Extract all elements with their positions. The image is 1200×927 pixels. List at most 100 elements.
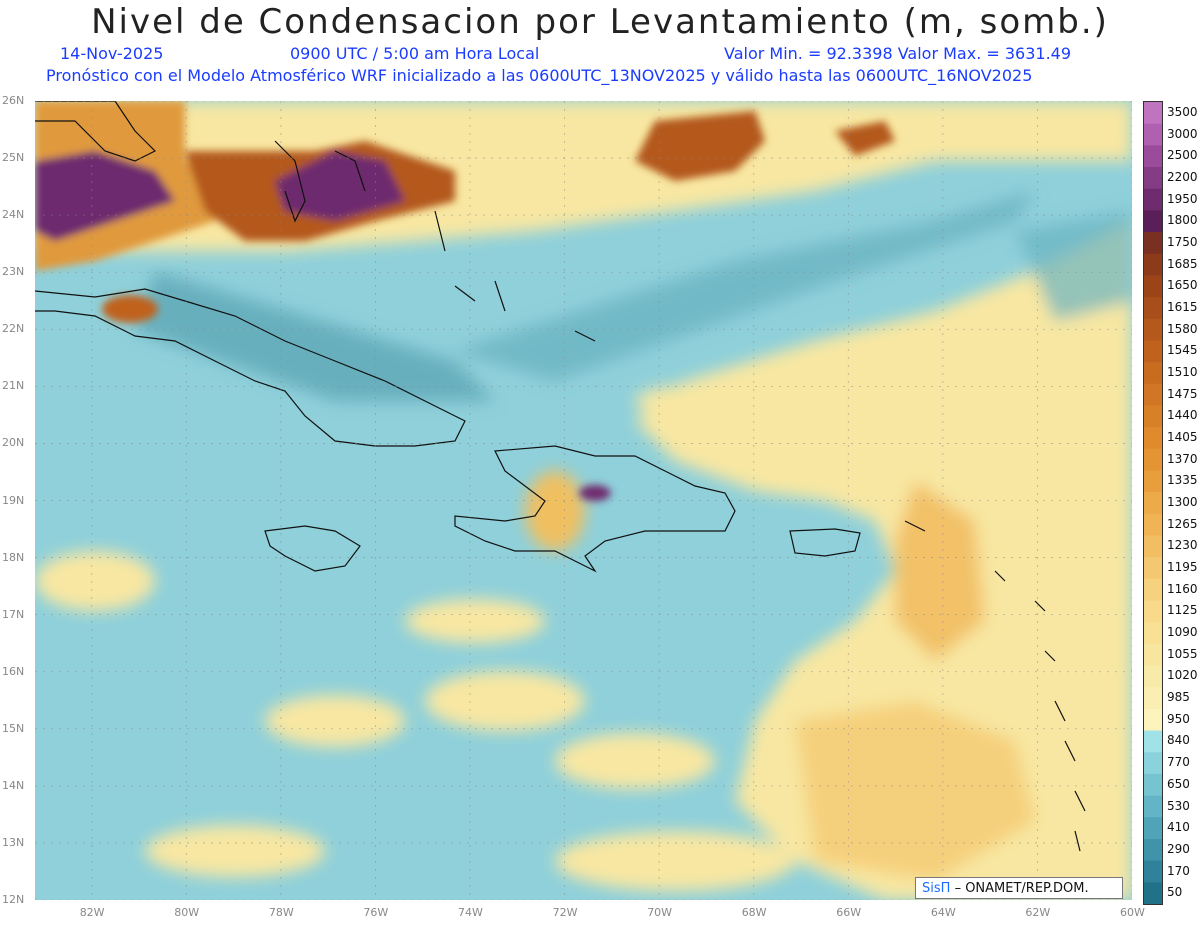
colorbar-tick-label: 1650 [1167, 278, 1198, 293]
colorbar-tick-label: 170 [1167, 863, 1190, 878]
colorbar-tick-label: 1090 [1167, 625, 1198, 640]
colorbar-swatch [1144, 600, 1162, 623]
colorbar-tick-label: 1475 [1167, 386, 1198, 401]
bahamas-coastline [274, 140, 596, 342]
moist-streak [135, 271, 495, 401]
colorbar-swatch [1144, 838, 1162, 862]
yellow-patch [35, 551, 155, 611]
latitude-label: 15N [2, 721, 25, 735]
latitude-label: 18N [2, 550, 25, 564]
colorbar-tick-label: 1335 [1167, 473, 1198, 488]
colorbar-swatch [1144, 492, 1162, 515]
yellow-patch [635, 381, 835, 421]
yellow-patch [145, 825, 325, 877]
longitude-label: 64W [930, 906, 956, 919]
colorbar-tick-label: 1230 [1167, 538, 1198, 553]
lesser-antilles-coastline [904, 520, 1086, 852]
high-lcl-north-central [635, 111, 765, 181]
longitude-label: 68W [741, 906, 767, 919]
high-lcl-purple-west [35, 151, 175, 241]
longitude-label: 80W [174, 906, 200, 919]
colorbar-tick-label: 410 [1167, 820, 1190, 835]
longitude-label: 60W [1120, 906, 1145, 919]
colorbar [1143, 101, 1163, 905]
colorbar-swatch [1144, 513, 1162, 537]
colorbar-tick-label: 1545 [1167, 343, 1198, 358]
east-orange-core [895, 481, 985, 661]
forecast-time: 0900 UTC / 5:00 am Hora Local [290, 44, 540, 63]
colorbar-tick-label: 1750 [1167, 234, 1198, 249]
credit-org: – ONAMET/REP.DOM. [954, 881, 1089, 896]
colorbar-tick-label: 1125 [1167, 603, 1198, 618]
colorbar-swatch [1144, 210, 1162, 233]
colorbar-swatch [1144, 383, 1162, 407]
colorbar-swatch [1144, 643, 1162, 667]
colorbar-swatch [1144, 123, 1162, 146]
high-lcl-cuba-west [102, 295, 158, 323]
colorbar-swatch [1144, 730, 1162, 753]
colorbar-swatch [1144, 145, 1162, 168]
latitude-label: 16N [2, 664, 25, 678]
colorbar-swatch [1144, 427, 1162, 450]
colorbar-swatch [1144, 448, 1162, 472]
longitude-label: 76W [363, 906, 389, 919]
yellow-patch [555, 831, 795, 891]
model-note: Pronóstico con el Modelo Atmosférico WRF… [46, 66, 1033, 85]
longitude-label: 72W [552, 906, 578, 919]
colorbar-tick-label: 3500 [1167, 104, 1198, 119]
colorbar-swatch [1144, 405, 1162, 428]
colorbar-swatch [1144, 882, 1162, 904]
latitude-label: 21N [2, 379, 25, 393]
colorbar-tick-label: 1195 [1167, 560, 1198, 574]
moist-streak [455, 191, 1035, 381]
colorbar-swatch [1144, 297, 1162, 320]
colorbar-swatch [1144, 167, 1162, 190]
colorbar-swatch [1144, 622, 1162, 645]
colorbar-swatch [1144, 687, 1162, 710]
colorbar-swatch [1144, 318, 1162, 342]
colorbar-tick-label: 1685 [1167, 256, 1198, 271]
colorbar-tick-label: 985 [1167, 690, 1190, 705]
forecast-date: 14-Nov-2025 [60, 44, 164, 63]
jamaica-coastline [264, 525, 361, 572]
colorbar-tick-label: 50 [1167, 885, 1183, 900]
colorbar-swatch [1144, 708, 1162, 732]
credit-box: SisΠ – ONAMET/REP.DOM. [915, 877, 1123, 899]
colorbar-tick-label: 1370 [1167, 451, 1198, 466]
yellow-patch [405, 599, 545, 643]
colorbar-swatch [1144, 578, 1162, 602]
colorbar-swatch [1144, 773, 1162, 797]
latitude-label: 13N [2, 835, 25, 849]
latitude-label: 25N [2, 151, 25, 165]
colorbar-swatch [1144, 188, 1162, 211]
colorbar-tick-label: 1300 [1167, 495, 1198, 509]
colorbar-tick-label: 1440 [1167, 408, 1198, 423]
colorbar-tick-label: 1055 [1167, 646, 1198, 661]
colorbar-tick-label: 770 [1167, 755, 1190, 770]
colorbar-tick-label: 950 [1167, 711, 1190, 726]
map-title: Nivel de Condensacion por Levantamiento … [91, 2, 1109, 42]
latitude-label: 23N [2, 265, 25, 279]
colorbar-tick-label: 3000 [1167, 126, 1198, 141]
sispi-logo: SisΠ [922, 881, 951, 896]
high-lcl-haiti [579, 485, 611, 501]
colorbar-swatch [1144, 795, 1162, 818]
colorbar-swatch [1144, 362, 1162, 385]
hispaniola-coastline [454, 445, 736, 573]
colorbar-swatch [1144, 275, 1162, 298]
high-lcl-purple-east [275, 151, 405, 221]
colorbar-tick-label: 1160 [1167, 581, 1198, 596]
longitude-label: 78W [268, 906, 294, 919]
latitude-label: 12N [2, 893, 25, 906]
colorbar-swatch [1144, 752, 1162, 775]
yellow-patch [525, 471, 585, 551]
longitude-label: 62W [1025, 906, 1051, 919]
latitude-label: 19N [2, 493, 25, 507]
colorbar-swatch [1144, 340, 1162, 363]
colorbar-swatch [1144, 665, 1162, 688]
colorbar-tick-label: 1580 [1167, 321, 1198, 336]
colorbar-swatch [1144, 817, 1162, 840]
colorbar-tick-label: 1800 [1167, 213, 1198, 228]
lcl-map [35, 101, 1132, 900]
colorbar-swatch [1144, 535, 1162, 558]
